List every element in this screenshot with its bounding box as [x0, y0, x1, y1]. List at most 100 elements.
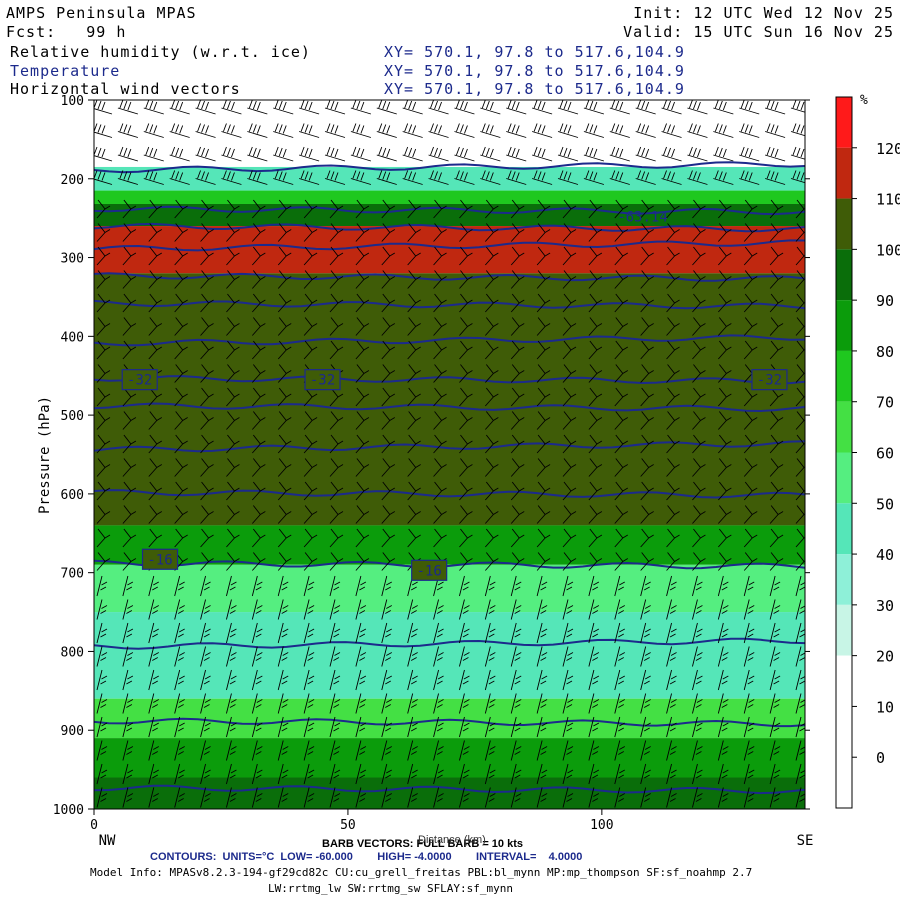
- wind-barb: [459, 505, 473, 524]
- wind-barb: [769, 223, 784, 242]
- wind-barb: [713, 146, 734, 162]
- wind-barb: [303, 622, 315, 644]
- wind-barb: [562, 599, 574, 620]
- wind-barb: [96, 599, 108, 620]
- colorbar-label: 80: [876, 343, 894, 361]
- y-tick-label: 900: [61, 724, 84, 739]
- rh-layer: [94, 738, 805, 778]
- wind-barb: [484, 199, 499, 219]
- wind-barb: [635, 123, 656, 138]
- wind-barb: [666, 622, 677, 644]
- wind-barb: [355, 599, 367, 620]
- wind-barb: [174, 669, 185, 691]
- wind-barb: [428, 123, 449, 138]
- wind-barb: [640, 246, 654, 266]
- wind-barb: [743, 528, 758, 548]
- temperature-contour: [94, 272, 805, 282]
- wind-barb: [506, 123, 527, 138]
- wind-barb: [588, 481, 603, 501]
- wind-barb: [381, 340, 396, 360]
- wind-barb: [769, 199, 784, 219]
- wind-barb: [247, 146, 268, 162]
- wind-barb: [769, 528, 784, 548]
- wind-barb: [484, 293, 499, 313]
- wind-barb: [769, 246, 784, 266]
- wind-barb: [226, 199, 240, 219]
- colorbar-label: 60: [876, 445, 894, 463]
- wind-barb: [355, 246, 370, 266]
- wind-barb: [739, 146, 760, 162]
- colorbar-bin: [836, 401, 852, 453]
- wind-barb: [407, 270, 421, 289]
- colorbar-label: 50: [876, 495, 894, 513]
- wind-barb: [666, 669, 677, 691]
- wind-barb: [251, 740, 263, 761]
- temperature-contour: [94, 784, 805, 795]
- wind-barb: [717, 552, 732, 571]
- wind-barb: [795, 787, 805, 808]
- wind-barb: [407, 317, 421, 336]
- wind-barb: [303, 669, 315, 691]
- contour-label: -32: [310, 373, 335, 389]
- colorbar-bin: [836, 350, 852, 402]
- wind-barb: [666, 552, 680, 571]
- wind-barb: [795, 575, 805, 597]
- wind-barb: [324, 123, 346, 138]
- wind-barb: [407, 599, 418, 620]
- wind-barb: [459, 622, 470, 644]
- wind-barb: [303, 716, 315, 738]
- wind-barb: [329, 599, 341, 620]
- wind-barb: [96, 434, 111, 454]
- wind-barb: [96, 575, 108, 597]
- wind-barb: [226, 622, 237, 644]
- wind-barb: [666, 293, 680, 313]
- wind-barb: [200, 411, 214, 430]
- wind-barb: [407, 646, 418, 667]
- wind-barb: [226, 434, 240, 454]
- wind-barb: [122, 787, 134, 808]
- colorbar-label: 120: [876, 140, 900, 158]
- wind-barb: [381, 716, 392, 738]
- contour-label-box: [121, 369, 158, 391]
- wind-barb: [717, 575, 729, 597]
- wind-barb: [329, 246, 344, 266]
- wind-barb: [562, 716, 574, 738]
- wind-barb: [303, 270, 318, 289]
- wind-barb: [329, 317, 344, 336]
- wind-barb: [640, 340, 654, 360]
- wind-barb: [174, 481, 188, 501]
- wind-barb: [355, 481, 370, 501]
- wind-barb: [303, 317, 318, 336]
- wind-barb: [148, 434, 163, 454]
- wind-barb: [174, 693, 185, 714]
- wind-barb: [376, 123, 397, 138]
- wind-barb: [433, 199, 447, 219]
- wind-barb: [195, 100, 216, 115]
- wind-barb: [407, 763, 418, 785]
- wind-barb: [484, 552, 499, 571]
- wind-barb: [251, 552, 266, 571]
- colorbar-label: 90: [876, 292, 894, 310]
- wind-barb: [96, 387, 111, 407]
- wind-barb: [381, 763, 392, 785]
- wind-barb: [355, 740, 367, 761]
- wind-barb: [666, 481, 680, 501]
- wind-barb: [251, 763, 263, 785]
- wind-barb: [562, 622, 574, 644]
- wind-barb: [562, 223, 577, 242]
- wind-barb: [666, 364, 680, 383]
- wind-barb: [588, 787, 600, 808]
- wind-barb: [510, 458, 525, 477]
- wind-barb: [433, 669, 444, 691]
- wind-barb: [764, 100, 786, 115]
- wind-barb: [769, 387, 784, 407]
- wind-barb: [226, 646, 237, 667]
- wind-barb: [484, 481, 499, 501]
- wind-barb: [588, 434, 603, 454]
- wind-barb: [433, 387, 447, 407]
- wind-barb: [692, 340, 706, 360]
- wind-barb: [666, 716, 677, 738]
- wind-barb: [433, 270, 447, 289]
- wind-barb: [226, 481, 240, 501]
- wind-barb: [795, 693, 805, 714]
